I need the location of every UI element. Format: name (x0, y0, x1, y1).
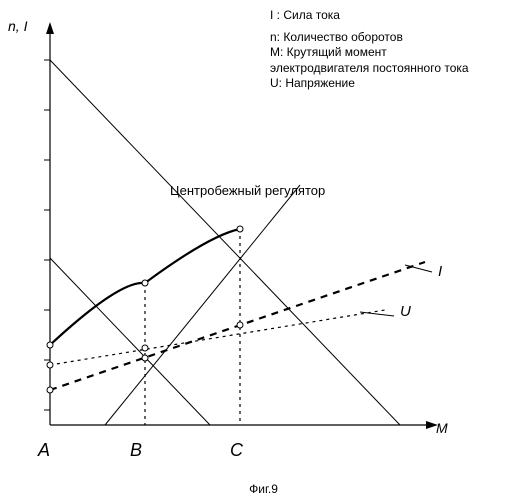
legend-U: U: Напряжение (270, 76, 469, 92)
legend-I: I : Сила тока (270, 8, 469, 24)
y-axis-label: n, I (8, 18, 27, 34)
tick-C: C (230, 440, 243, 461)
line-U-label: U (400, 303, 411, 320)
line-I-label: I (438, 263, 442, 280)
curve-label: Центробежный регулятор (170, 183, 325, 198)
legend-block: I : Сила тока n: Количество оборотов M: … (270, 8, 469, 92)
legend-M1: M: Крутящий момент (270, 45, 469, 61)
tick-B: B (130, 440, 142, 461)
tick-A: A (38, 440, 50, 461)
legend-M2: электродвигателя постоянного тока (270, 61, 469, 77)
figure-caption: Фиг.9 (0, 482, 527, 496)
x-axis-label: M (436, 420, 448, 436)
legend-n: n: Количество оборотов (270, 30, 469, 46)
